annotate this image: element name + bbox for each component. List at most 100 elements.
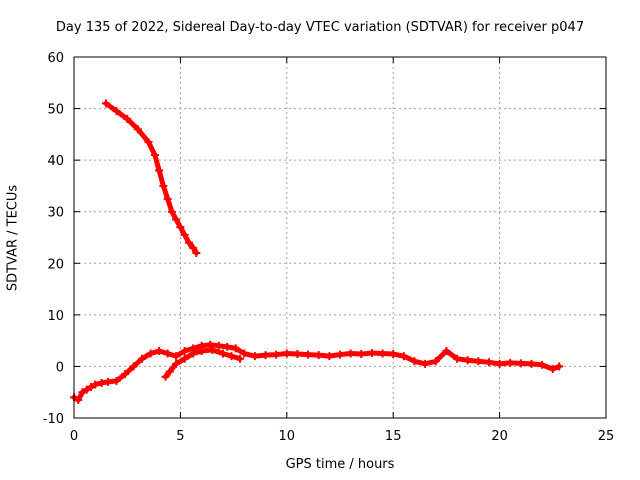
series-track-high [101, 99, 201, 257]
data-point [155, 346, 164, 355]
data-point [231, 344, 240, 353]
data-point [184, 238, 193, 247]
grid [74, 57, 606, 418]
y-axis-label: SDTVAR / TECUs [5, 184, 21, 292]
data-point [548, 365, 557, 374]
data-point [74, 395, 83, 404]
data-point [399, 352, 408, 361]
data-point [192, 248, 201, 257]
data-point [121, 370, 130, 379]
data-point [442, 346, 451, 355]
data-point [82, 385, 91, 394]
data-point [172, 352, 181, 361]
series-layer [70, 99, 564, 404]
data-point [101, 99, 110, 108]
data-point [240, 349, 249, 358]
y-tick-label: 10 [47, 309, 64, 324]
ticks: 0 5 10 15 20 25 -10 0 10 20 30 40 50 60 [43, 51, 615, 444]
data-point [138, 354, 147, 363]
data-point [235, 354, 244, 363]
y-tick-label: -10 [43, 412, 64, 427]
data-point [155, 166, 164, 175]
data-point [144, 138, 153, 147]
x-tick-label: 0 [70, 429, 78, 444]
data-point [336, 350, 344, 359]
data-point [227, 352, 236, 361]
data-point [527, 359, 536, 368]
data-point [218, 349, 227, 358]
data-point [261, 351, 270, 360]
data-point [91, 380, 100, 389]
data-point [223, 342, 232, 351]
x-tick-label: 5 [176, 429, 184, 444]
data-point [206, 340, 215, 349]
series-track [103, 100, 199, 256]
data-point [129, 362, 138, 371]
data-point [506, 358, 515, 367]
data-point [197, 346, 206, 355]
y-tick-label: 60 [47, 51, 64, 66]
data-point [112, 376, 121, 385]
data-point [484, 358, 493, 367]
data-point [214, 341, 223, 350]
data-point [159, 181, 168, 190]
x-axis-label: GPS time / hours [285, 457, 395, 472]
data-point [97, 378, 106, 387]
data-point [172, 359, 181, 368]
y-tick-label: 0 [56, 360, 64, 375]
data-point [167, 207, 176, 216]
data-point [378, 349, 387, 358]
data-point [453, 354, 462, 363]
y-tick-label: 20 [47, 257, 64, 272]
data-point [208, 345, 217, 354]
data-point [189, 243, 198, 252]
plot-frame [73, 56, 607, 419]
chart-title: Day 135 of 2022, Sidereal Day-to-day VTE… [55, 20, 585, 35]
data-point [163, 349, 172, 358]
x-tick-label: 15 [385, 429, 402, 444]
data-point [304, 350, 313, 359]
data-point [538, 360, 547, 369]
data-point [180, 346, 189, 355]
data-point [123, 114, 132, 123]
data-point [474, 357, 483, 366]
data-point [78, 388, 87, 397]
data-point [146, 349, 155, 358]
series-track [163, 347, 243, 380]
data-point [421, 359, 430, 368]
data-point [104, 377, 113, 386]
data-point [389, 350, 398, 359]
data-point [189, 349, 198, 358]
series-track-low-2 [161, 345, 244, 381]
data-point [180, 230, 189, 239]
data-point [250, 352, 259, 361]
data-point [463, 356, 472, 365]
data-point [282, 349, 291, 358]
data-point [272, 350, 281, 359]
data-point [133, 125, 142, 134]
data-point [165, 367, 174, 376]
data-point [555, 362, 564, 371]
x-tick-label: 25 [598, 429, 615, 444]
data-point [180, 354, 189, 363]
data-point [163, 194, 172, 203]
x-tick-label: 10 [279, 429, 296, 444]
data-point [87, 383, 96, 392]
data-point [431, 357, 440, 366]
data-point [314, 351, 323, 360]
data-point [325, 352, 334, 361]
data-point [357, 350, 366, 359]
data-point [176, 223, 185, 232]
data-point [410, 357, 419, 366]
data-point [346, 349, 355, 358]
data-point [495, 359, 504, 368]
series-track-low [70, 340, 564, 404]
data-point [293, 350, 302, 359]
data-point [172, 215, 181, 224]
data-point [150, 150, 159, 159]
data-point [367, 349, 376, 358]
data-point [516, 359, 525, 368]
x-tick-label: 20 [491, 429, 508, 444]
y-tick-label: 50 [47, 103, 64, 118]
